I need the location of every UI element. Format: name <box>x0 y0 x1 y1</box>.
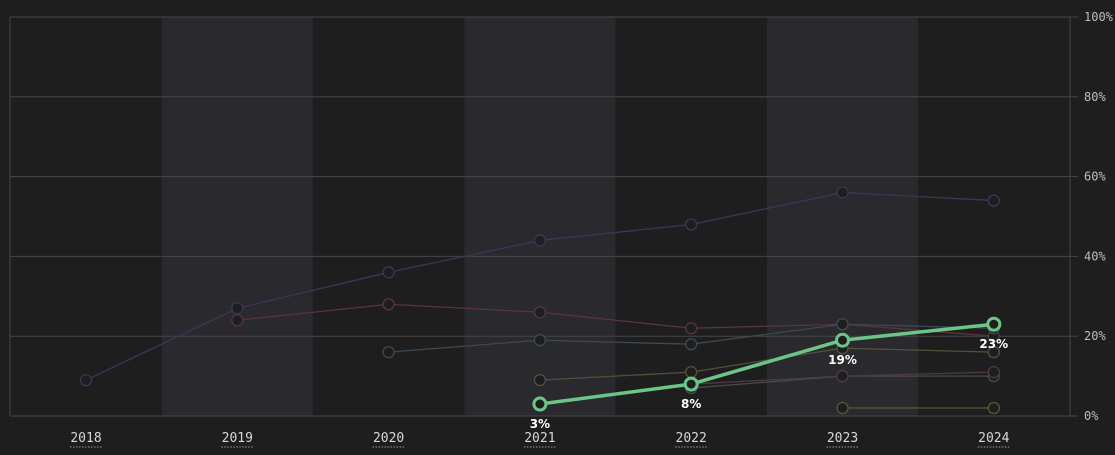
data-label: 3% <box>530 417 550 431</box>
highlight-point <box>986 316 1002 332</box>
y-tick-label: 100% <box>1084 10 1114 24</box>
series-point <box>836 401 849 415</box>
series-point <box>231 314 244 327</box>
highlight-point <box>683 376 699 392</box>
series-line <box>539 347 994 381</box>
data-label: 23% <box>979 337 1008 351</box>
x-tick-label: 2024 <box>978 431 1009 446</box>
gridlines <box>9 16 1071 417</box>
series-point <box>836 318 849 331</box>
series-point <box>987 365 1000 379</box>
series-point <box>836 369 849 383</box>
series-point <box>685 365 698 379</box>
column-band-2019 <box>161 17 313 416</box>
series-point <box>987 401 1000 415</box>
data-label: 8% <box>681 397 701 411</box>
series-point <box>533 334 547 347</box>
x-tick-label: 2019 <box>222 431 253 446</box>
series-point <box>685 338 698 351</box>
series-point <box>382 298 395 311</box>
x-tick-label: 2020 <box>373 431 404 446</box>
x-tick-label: 2018 <box>70 431 101 446</box>
y-tick-label: 80% <box>1084 90 1106 104</box>
y-tick-label: 20% <box>1084 329 1106 343</box>
series-point <box>987 194 1000 207</box>
x-axis: 2018 2019 2020 2021 2022 2023 2024 <box>70 431 1010 448</box>
x-tick-label: 2022 <box>676 431 707 446</box>
data-label: 19% <box>828 353 857 367</box>
series-point <box>685 218 698 231</box>
highlight-point <box>532 396 548 412</box>
y-tick-label: 60% <box>1084 170 1106 184</box>
highlight-series-line <box>539 322 994 406</box>
y-tick-label: 0% <box>1084 409 1099 423</box>
series-point <box>382 346 395 359</box>
column-bands <box>161 17 918 416</box>
series-point <box>79 373 93 387</box>
y-tick-label: 40% <box>1084 249 1106 263</box>
x-tick-label: 2021 <box>524 431 555 446</box>
y-axis: 0% 20% 40% 60% 80% 100% <box>1070 10 1114 423</box>
highlight-point <box>835 332 850 348</box>
series-point <box>685 322 698 335</box>
series-point <box>533 373 547 387</box>
x-tick-label: 2023 <box>827 431 858 446</box>
series-line <box>237 303 994 337</box>
series-point <box>533 234 547 247</box>
series-point <box>987 346 1000 359</box>
series-point <box>836 186 849 199</box>
series-point <box>533 306 547 319</box>
column-band-2021 <box>464 17 616 416</box>
series-points <box>79 186 1002 415</box>
series-point <box>382 266 395 279</box>
data-labels: 3% 8% 19% 23% <box>530 337 1008 431</box>
series-point <box>231 302 244 315</box>
